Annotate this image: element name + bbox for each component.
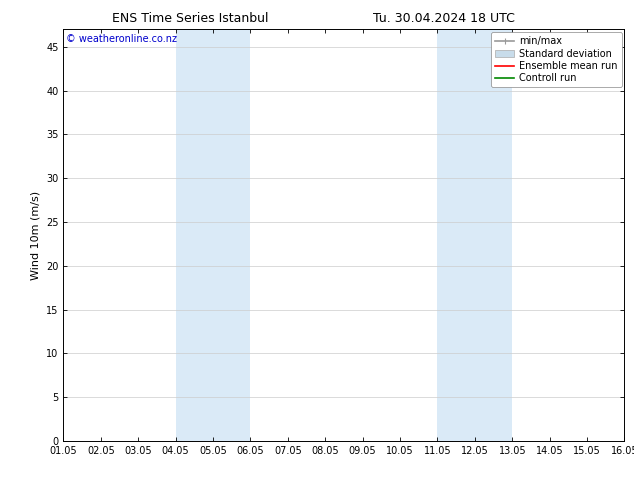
Bar — [176, 29, 250, 441]
Text: © weatheronline.co.nz: © weatheronline.co.nz — [66, 33, 178, 44]
Legend: min/max, Standard deviation, Ensemble mean run, Controll run: min/max, Standard deviation, Ensemble me… — [491, 32, 621, 87]
Bar — [437, 29, 512, 441]
Text: ENS Time Series Istanbul: ENS Time Series Istanbul — [112, 12, 268, 25]
Y-axis label: Wind 10m (m/s): Wind 10m (m/s) — [30, 191, 41, 280]
Text: Tu. 30.04.2024 18 UTC: Tu. 30.04.2024 18 UTC — [373, 12, 515, 25]
